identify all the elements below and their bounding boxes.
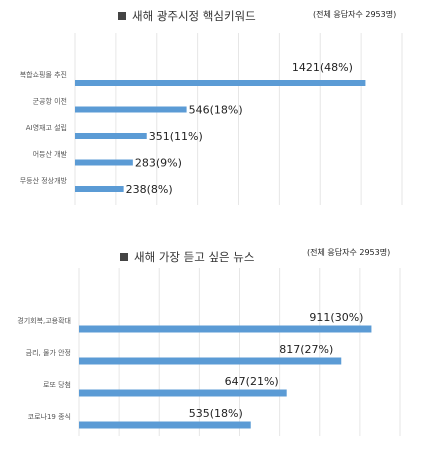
bar (75, 80, 366, 86)
data-label: 283(9%) (135, 157, 182, 170)
category-label: 코로나19 종식 (28, 412, 71, 421)
category-label: 금리, 물가 안정 (26, 348, 71, 357)
category-label: 어등산 개발 (33, 150, 68, 159)
title-square-icon (120, 253, 128, 261)
chart-title-text: 새해 가장 듣고 싶은 뉴스 (134, 250, 255, 264)
category-label: 군공항 이전 (33, 97, 67, 106)
bar (75, 159, 133, 166)
category-label: 경기회복,고용확대 (17, 316, 71, 325)
bar (79, 325, 372, 333)
data-label: 238(8%) (126, 183, 173, 196)
chart-title: 새해 가장 듣고 싶은 뉴스 (120, 249, 254, 265)
chart-panel-news: 새해 가장 듣고 싶은 뉴스 (전체 응답자수 2953명) 경기회복,고용확대… (0, 228, 422, 450)
data-label: 817(27%) (279, 343, 333, 356)
chart-plot-keywords: 복합쇼핑몰 추진 1421(48%) 군공항 이전 546(18%) AI영재고 설립 3… (20, 33, 403, 205)
bar (79, 357, 342, 365)
data-label: 911(30%) (309, 311, 363, 324)
bar (79, 421, 251, 429)
data-label: 1421(48%) (292, 61, 353, 74)
category-label: AI영재고 설립 (26, 123, 67, 132)
bar (75, 133, 147, 139)
data-label: 546(18%) (189, 104, 243, 117)
category-label: 복합쇼핑몰 추진 (20, 70, 67, 79)
chart-panel-keywords: 새해 광주시정 핵심키워드 (전체 응답자수 2953명) 복합쇼핑몰 추진 14… (0, 0, 422, 220)
data-label: 351(11%) (149, 130, 203, 143)
bar (75, 186, 124, 192)
chart-title: 새해 광주시정 핵심키워드 (118, 8, 256, 24)
respondent-note: (전체 응답자수 2953명) (313, 10, 397, 19)
chart-plot-news: 경기회복,고용확대 911(30%) 금리, 물가 안정 817(27%) 로또 당첨 6… (17, 268, 401, 436)
bar (75, 106, 187, 113)
chart-title-text: 새해 광주시정 핵심키워드 (132, 9, 256, 23)
category-label: 무등산 정상개방 (20, 176, 68, 185)
category-label: 로또 당첨 (43, 380, 71, 389)
data-label: 647(21%) (225, 375, 279, 388)
respondent-note: (전체 응답자수 2953명) (307, 248, 391, 257)
bar (79, 389, 287, 397)
title-square-icon (118, 12, 126, 20)
data-label: 535(18%) (189, 407, 243, 420)
